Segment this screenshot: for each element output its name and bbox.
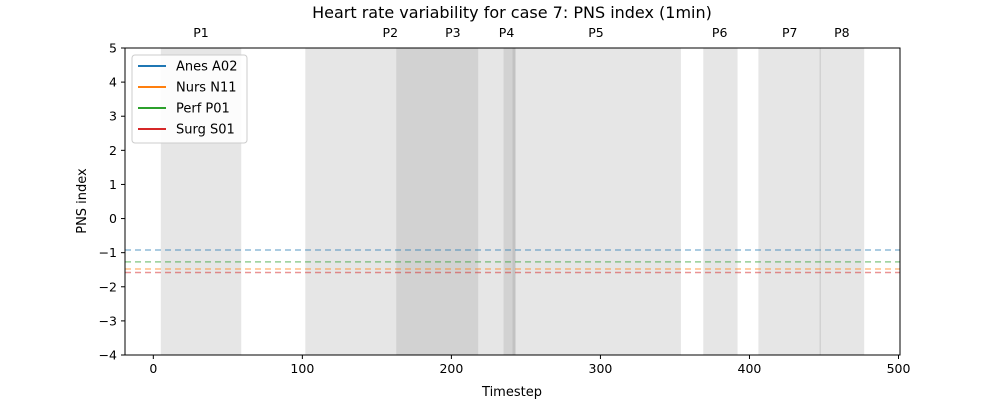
- legend: Anes A02 Nurs N11 Perf P01 Surg S01: [131, 54, 248, 144]
- y-tick-label: −1: [99, 245, 117, 260]
- phase-label-p3: P3: [445, 25, 461, 40]
- phase-band-p7: [758, 48, 822, 355]
- y-tick-label: −3: [99, 313, 117, 328]
- x-axis: 0 100 200 300 400 500: [149, 355, 910, 376]
- phase-label-p4: P4: [499, 25, 515, 40]
- baseline-lines: [125, 249, 900, 274]
- phase-band-p4: [503, 48, 516, 355]
- legend-label: Anes A02: [176, 60, 237, 75]
- x-tick-label: 100: [290, 361, 314, 376]
- phase-label-p2: P2: [383, 25, 399, 40]
- x-tick-label: 0: [149, 361, 157, 376]
- y-tick-label: −2: [99, 279, 117, 294]
- y-axis: −4 −3 −2 −1 0 1 2 3 4 5: [99, 41, 125, 363]
- y-tick-label: −4: [99, 348, 117, 363]
- y-axis-label: PNS index: [75, 168, 90, 234]
- legend-label: Nurs N11: [176, 81, 236, 96]
- phase-labels: P1 P2 P3 P4 P5 P6 P7 P8: [193, 25, 849, 40]
- phase-label-p6: P6: [712, 25, 728, 40]
- phase-bands: [160, 48, 865, 355]
- phase-band-p3: [396, 48, 479, 355]
- x-tick-label: 500: [887, 361, 911, 376]
- legend-box: [131, 54, 248, 144]
- x-axis-label: Timestep: [481, 385, 542, 400]
- phase-label-p5: P5: [588, 25, 604, 40]
- y-tick-label: 5: [109, 41, 117, 56]
- y-tick-label: 2: [109, 143, 117, 158]
- phase-label-p7: P7: [782, 25, 798, 40]
- y-tick-label: 1: [109, 177, 117, 192]
- x-tick-label: 400: [738, 361, 762, 376]
- y-tick-label: 4: [109, 75, 117, 90]
- phase-label-p1: P1: [193, 25, 209, 40]
- x-tick-label: 200: [439, 361, 463, 376]
- phase-band-p5: [512, 48, 681, 355]
- phase-band-p2: [305, 48, 516, 355]
- x-tick-label: 300: [589, 361, 613, 376]
- phase-label-p8: P8: [834, 25, 850, 40]
- plot-frame: [124, 47, 901, 356]
- legend-label: Perf P01: [176, 102, 230, 117]
- y-tick-label: 3: [109, 109, 117, 124]
- legend-label: Surg S01: [176, 123, 235, 138]
- phase-band-p8: [819, 48, 865, 355]
- y-tick-label: 0: [109, 211, 117, 226]
- chart-title: Heart rate variability for case 7: PNS i…: [312, 3, 712, 22]
- phase-band-p6: [703, 48, 738, 355]
